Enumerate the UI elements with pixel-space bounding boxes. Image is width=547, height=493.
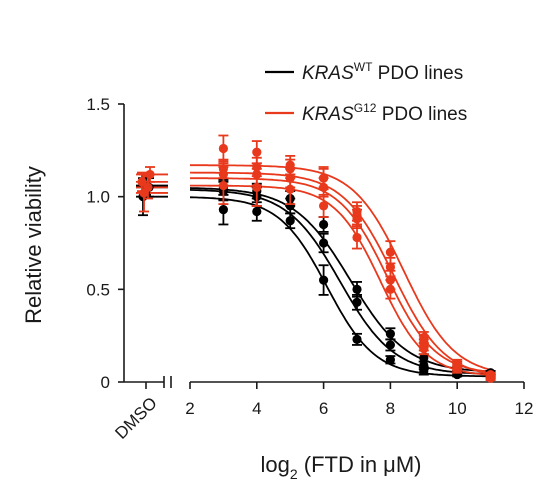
data-point-wt (385, 355, 395, 365)
data-point-wt (419, 360, 429, 370)
dmso-point-g12 (137, 177, 147, 187)
data-point-g12 (486, 371, 496, 382)
legend-entry-g12: KRASG12 PDO lines (302, 101, 467, 125)
legend-entry-wt: KRASWT PDO lines (302, 60, 463, 84)
y-tick-label: 0 (101, 373, 110, 392)
data-markers (137, 134, 496, 383)
fit-curve-g12 (190, 171, 491, 375)
data-point-wt (352, 334, 362, 344)
data-point-g12 (452, 358, 462, 369)
fit-curve-wt (189, 189, 491, 375)
data-point-g12 (218, 164, 228, 174)
fit-curve-wt (190, 196, 491, 378)
data-point-g12 (385, 275, 395, 285)
legend: KRASWT PDO lines KRASG12 PDO lines (265, 60, 467, 125)
data-point-g12 (385, 262, 395, 272)
fit-curve-wt (189, 187, 491, 373)
y-axis-title: Relative viability (21, 166, 46, 324)
dmso-point-g12 (145, 169, 155, 180)
dmso-point-g12 (143, 182, 153, 192)
x-axis-title: log2 (FTD in μM) (260, 452, 421, 482)
fit-curve-g12 (190, 177, 491, 373)
y-tick-label: 0.5 (86, 280, 110, 299)
data-point-g12 (385, 247, 395, 257)
data-point-g12 (252, 162, 262, 172)
x-axis-title-prefix: log (260, 452, 289, 477)
data-point-wt (419, 353, 429, 363)
x-tick-label: 6 (319, 399, 328, 418)
data-point-g12 (252, 147, 262, 157)
x-tick-label: 12 (515, 399, 534, 418)
x-tick-label: 4 (252, 399, 261, 418)
data-point-wt (352, 284, 362, 294)
data-point-wt (319, 275, 329, 285)
data-point-g12 (352, 232, 362, 243)
x-tick-label: 2 (185, 399, 194, 418)
data-point-g12 (352, 206, 362, 217)
x-tick-label: 8 (386, 399, 395, 418)
fit-curve-g12 (190, 164, 491, 371)
data-point-g12 (285, 160, 295, 170)
x-axis-title-suffix: (FTD in μM) (298, 452, 422, 477)
data-point-wt (285, 216, 295, 226)
x-axis-title-sub: 2 (290, 466, 298, 482)
fit-curves (136, 164, 491, 378)
data-point-wt (352, 297, 362, 307)
data-point-g12 (319, 201, 329, 211)
x-tick-label-dmso: DMSO (111, 393, 160, 442)
y-tick-label: 1.0 (86, 188, 110, 207)
data-point-g12 (419, 332, 429, 343)
data-point-wt (218, 205, 228, 215)
axes: 0 0.5 1.0 1.5 2 4 6 8 10 12 DMSO (86, 95, 533, 443)
data-point-wt (385, 329, 395, 339)
data-point-g12 (218, 143, 228, 154)
data-point-wt (252, 206, 262, 217)
fit-curve-g12 (190, 184, 491, 376)
data-point-wt (319, 219, 329, 230)
x-tick-label: 10 (448, 399, 467, 418)
y-tick-label: 1.5 (86, 95, 110, 114)
data-point-wt (319, 238, 329, 248)
data-point-wt (385, 340, 395, 350)
data-point-g12 (319, 173, 329, 183)
